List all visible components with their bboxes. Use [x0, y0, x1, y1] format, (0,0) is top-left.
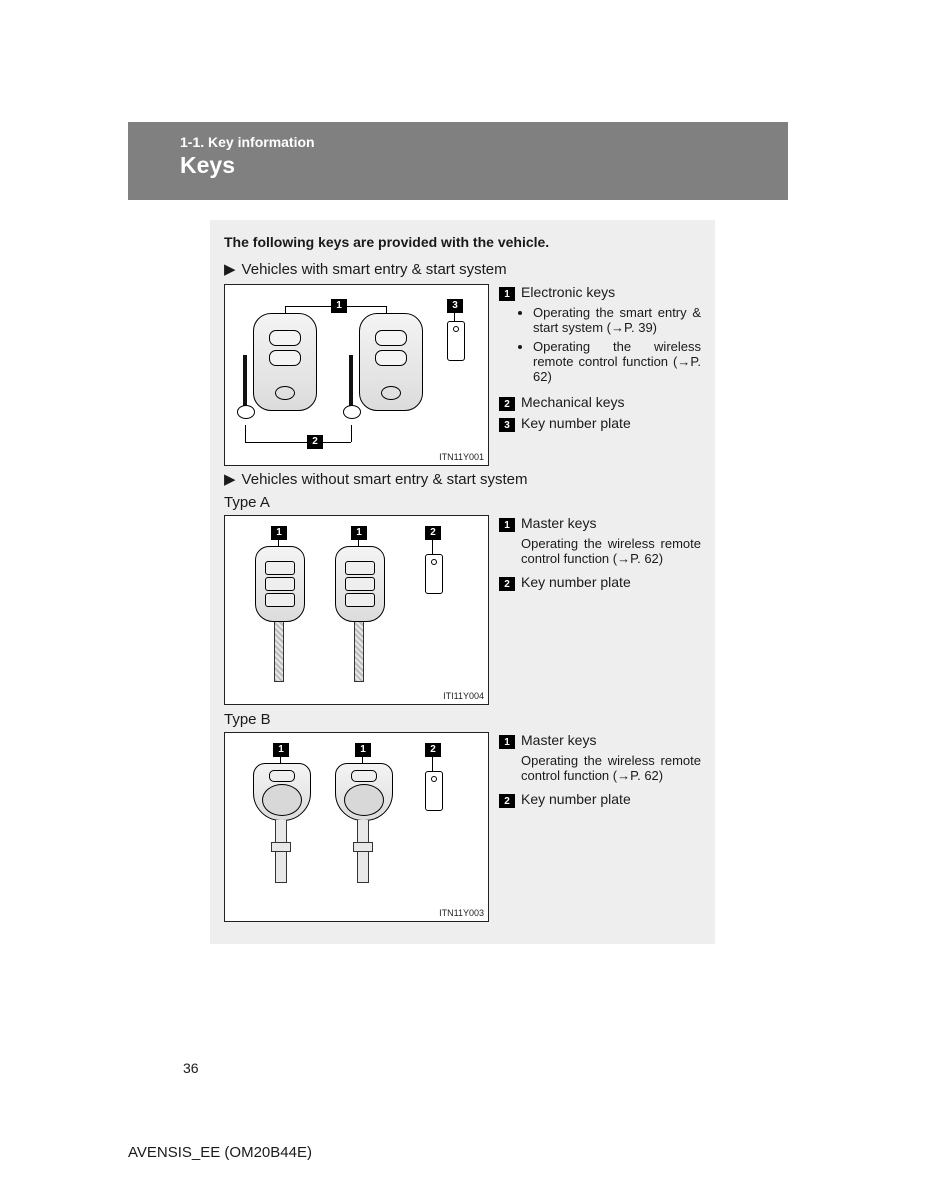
callout-3: 3 — [447, 299, 463, 313]
section-header: 1-1. Key information Keys — [128, 122, 788, 200]
legend-label-electronic-keys: Electronic keys — [521, 284, 701, 300]
legend-a-master-keys: Master keys — [521, 515, 701, 531]
legend-num-2: 2 — [499, 397, 515, 411]
callout-2: 2 — [307, 435, 323, 449]
subheading-nosmart-text: Vehicles without smart entry & start sys… — [242, 471, 528, 488]
callout-a-2: 2 — [425, 526, 441, 540]
legend-bullets: Operating the smart entry & start system… — [499, 305, 701, 384]
legend-a-num-2: 2 — [499, 577, 515, 591]
section-title: Keys — [180, 152, 788, 179]
callout-b-2: 2 — [425, 743, 441, 757]
legend-smart: 1 Electronic keys Operating the smart en… — [499, 284, 701, 436]
figure-type-a: 1 1 2 ITI11Y004 — [224, 515, 489, 705]
callout-b-1b: 1 — [355, 743, 371, 757]
subheading-smart-text: Vehicles with smart entry & start system — [242, 261, 507, 278]
legend-bullet-1: Operating the smart entry & start system… — [533, 305, 701, 335]
page-number: 36 — [183, 1060, 199, 1076]
section-number: 1-1. Key information — [180, 134, 788, 150]
callout-a-1b: 1 — [351, 526, 367, 540]
triangle-icon: ▶ — [224, 470, 236, 488]
legend-label-mechanical-keys: Mechanical keys — [521, 394, 701, 410]
legend-label-key-number-plate: Key number plate — [521, 415, 701, 431]
legend-type-b: 1 Master keys Operating the wireless rem… — [499, 732, 701, 812]
document-id: AVENSIS_EE (OM20B44E) — [128, 1144, 312, 1161]
figure-id-ta: ITI11Y004 — [443, 691, 484, 701]
callout-a-1a: 1 — [271, 526, 287, 540]
type-a-label: Type A — [224, 494, 701, 511]
figure-type-b: 1 1 2 ITN11Y003 — [224, 732, 489, 922]
legend-a-key-plate: Key number plate — [521, 574, 701, 590]
type-b-label: Type B — [224, 711, 701, 728]
subheading-smart: ▶ Vehicles with smart entry & start syst… — [224, 260, 701, 278]
content-panel: The following keys are provided with the… — [210, 220, 715, 944]
callout-1: 1 — [331, 299, 347, 313]
subheading-nosmart: ▶ Vehicles without smart entry & start s… — [224, 470, 701, 488]
legend-b-num-2: 2 — [499, 794, 515, 808]
legend-b-key-plate: Key number plate — [521, 791, 701, 807]
legend-b-sub: Operating the wireless remote control fu… — [521, 753, 701, 783]
figure-id-a: ITN11Y001 — [439, 452, 484, 462]
legend-a-sub: Operating the wireless remote control fu… — [521, 536, 701, 566]
legend-b-master-keys: Master keys — [521, 732, 701, 748]
legend-bullet-2: Operating the wireless remote control fu… — [533, 339, 701, 384]
callout-b-1a: 1 — [273, 743, 289, 757]
figure-smart-keys: 1 2 3 ITN11Y001 — [224, 284, 489, 466]
legend-num-3: 3 — [499, 418, 515, 432]
triangle-icon: ▶ — [224, 260, 236, 278]
legend-b-num-1: 1 — [499, 735, 515, 749]
intro-text: The following keys are provided with the… — [224, 234, 701, 250]
legend-num-1: 1 — [499, 287, 515, 301]
figure-id-tb: ITN11Y003 — [439, 908, 484, 918]
legend-type-a: 1 Master keys Operating the wireless rem… — [499, 515, 701, 595]
legend-a-num-1: 1 — [499, 518, 515, 532]
